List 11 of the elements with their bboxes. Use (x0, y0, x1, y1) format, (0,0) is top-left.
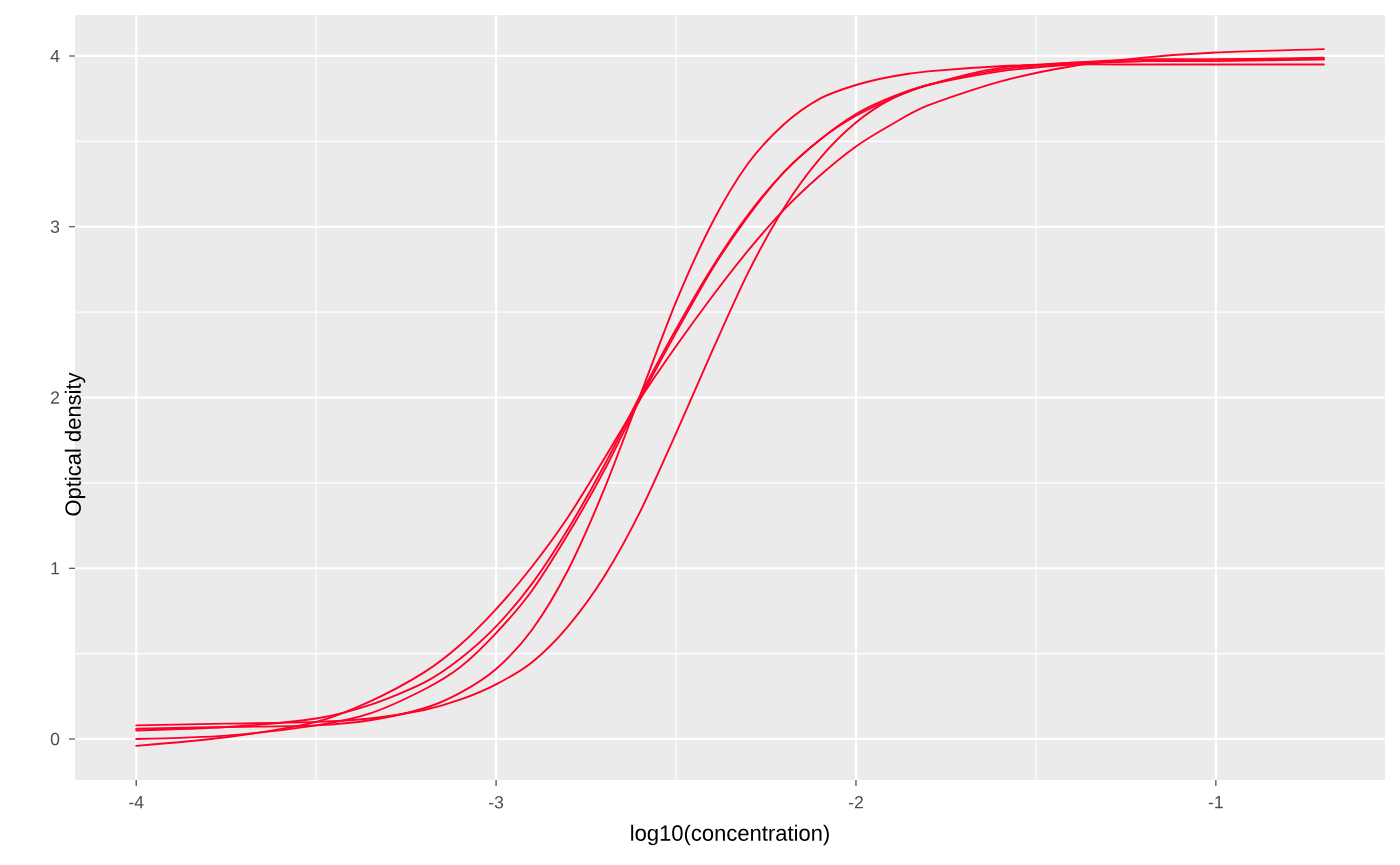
y-tick-label: 1 (51, 562, 60, 575)
y-tick-label: 4 (50, 49, 60, 63)
x-axis-title: log10(concentration) (631, 824, 829, 846)
y-tick-label: 2 (51, 391, 60, 404)
x-tick-label: -4 (129, 796, 144, 809)
x-tick-label: -2 (848, 796, 863, 809)
x-tick-label: -3 (489, 796, 504, 809)
y-axis-title: Optical density (64, 372, 86, 516)
x-tick-label: -1 (1208, 796, 1223, 809)
y-tick-label: 3 (50, 220, 60, 233)
y-tick-label: 0 (50, 732, 60, 746)
